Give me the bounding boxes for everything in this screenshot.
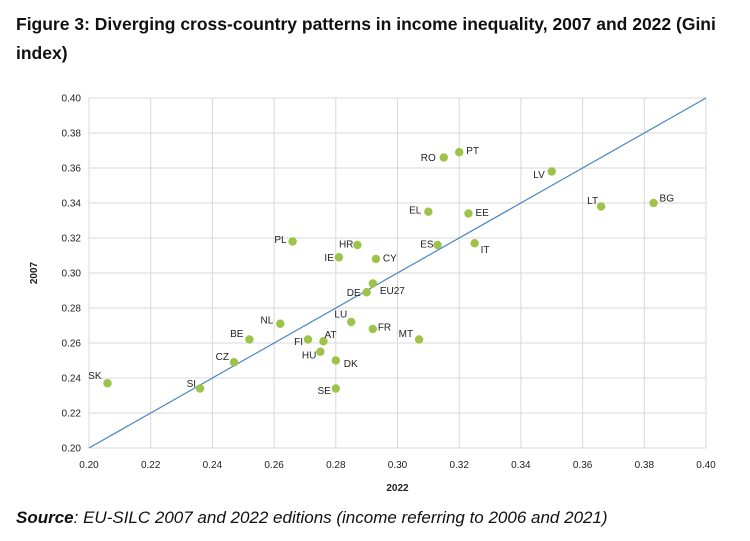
x-tick-label: 0.28 xyxy=(326,460,346,471)
data-point-nl xyxy=(276,319,285,328)
point-label-dk: DK xyxy=(344,359,358,370)
x-tick-label: 0.36 xyxy=(573,460,593,471)
point-label-be: BE xyxy=(230,329,244,340)
point-label-lu: LU xyxy=(334,310,347,321)
point-label-de: DE xyxy=(347,288,361,299)
x-tick-label: 0.38 xyxy=(635,460,655,471)
data-point-it xyxy=(470,239,479,248)
y-tick-label: 0.20 xyxy=(62,444,82,455)
y-tick-label: 0.38 xyxy=(62,129,82,140)
data-point-el xyxy=(424,207,433,216)
y-tick-label: 0.30 xyxy=(62,269,82,280)
x-axis-label: 2022 xyxy=(386,483,409,494)
data-point-dk xyxy=(331,356,340,365)
x-tick-label: 0.22 xyxy=(141,460,161,471)
point-label-bg: BG xyxy=(660,194,675,205)
reference-line-group xyxy=(88,97,707,449)
point-label-se: SE xyxy=(317,386,331,397)
point-label-hu: HU xyxy=(302,350,316,361)
data-point-de xyxy=(362,288,371,297)
x-tick-label: 0.30 xyxy=(388,460,408,471)
grid-lines xyxy=(88,97,707,449)
point-label-ee: EE xyxy=(475,208,489,219)
point-label-nl: NL xyxy=(260,315,273,326)
point-label-lt: LT xyxy=(587,196,598,207)
point-label-at: AT xyxy=(324,330,336,341)
point-label-lv: LV xyxy=(533,170,545,181)
data-point-ro xyxy=(439,153,448,162)
data-point-ee xyxy=(464,209,473,218)
y-tick-label: 0.22 xyxy=(62,409,82,420)
point-label-eu27: EU27 xyxy=(380,286,405,297)
point-label-cz: CZ xyxy=(216,352,229,363)
point-label-ie: IE xyxy=(324,253,334,264)
point-label-el: EL xyxy=(409,205,422,216)
point-label-fi: FI xyxy=(294,337,303,348)
data-point-eu27 xyxy=(368,279,378,288)
x-tick-label: 0.24 xyxy=(203,460,223,471)
point-label-sk: SK xyxy=(88,371,102,382)
data-point-cz xyxy=(229,358,239,367)
point-label-pl: PL xyxy=(274,235,287,246)
chart-title: Figure 3: Diverging cross-country patter… xyxy=(16,14,716,63)
point-label-ro: RO xyxy=(421,153,436,164)
data-point-hr xyxy=(353,240,362,250)
data-point-bg xyxy=(649,198,658,208)
data-point-lv xyxy=(547,167,556,176)
data-point-be xyxy=(245,335,254,344)
data-point-sk xyxy=(103,379,112,388)
y-tick-label: 0.40 xyxy=(62,94,82,105)
point-labels: SK SI CZ BE NL PL FI HU AT SE DK IE LU HR DE FR EU27 CY MT… xyxy=(88,146,674,397)
data-point-cy xyxy=(371,254,381,264)
reference-line xyxy=(88,97,707,449)
point-label-hr: HR xyxy=(339,240,353,251)
point-label-si: SI xyxy=(187,379,196,390)
y-tick-labels: 0.20 0.22 0.24 0.26 0.28 0.30 0.32 0.34 0.36 0.38… xyxy=(62,94,82,455)
data-point-fr xyxy=(368,324,378,334)
data-points xyxy=(103,148,658,393)
y-tick-label: 0.36 xyxy=(62,164,82,175)
point-label-mt: MT xyxy=(399,329,413,340)
y-tick-label: 0.26 xyxy=(62,339,82,350)
data-point-se xyxy=(331,384,340,393)
point-label-it: IT xyxy=(481,245,490,256)
source-text: : EU-SILC 2007 and 2022 editions (income… xyxy=(73,508,608,527)
data-point-at xyxy=(319,337,328,346)
point-label-cy: CY xyxy=(383,254,397,265)
y-tick-label: 0.34 xyxy=(62,199,82,210)
x-tick-label: 0.26 xyxy=(264,460,284,471)
data-point-lu xyxy=(347,317,356,327)
data-point-ie xyxy=(334,253,344,262)
data-point-pl xyxy=(288,237,297,246)
x-tick-label: 0.20 xyxy=(79,460,99,471)
y-tick-label: 0.24 xyxy=(62,374,82,385)
point-label-es: ES xyxy=(420,240,434,251)
x-tick-labels: 0.20 0.22 0.24 0.26 0.28 0.30 0.32 0.34 0.36 0.38… xyxy=(79,460,716,471)
data-point-hu xyxy=(316,347,325,356)
y-tick-label: 0.28 xyxy=(62,304,82,315)
x-tick-label: 0.40 xyxy=(696,460,716,471)
data-point-es xyxy=(433,240,442,250)
data-point-mt xyxy=(414,335,424,344)
x-tick-label: 0.32 xyxy=(449,460,469,471)
data-point-lt xyxy=(596,202,606,211)
data-point-si xyxy=(195,384,205,393)
source-note: Source: EU-SILC 2007 and 2022 editions (… xyxy=(16,508,608,528)
source-label: Source xyxy=(16,508,74,527)
data-point-fi xyxy=(303,335,313,344)
x-tick-label: 0.34 xyxy=(511,460,531,471)
y-axis-label: 2007 xyxy=(29,261,40,284)
point-label-pt: PT xyxy=(466,146,479,157)
y-tick-label: 0.32 xyxy=(62,234,82,245)
point-label-fr: FR xyxy=(378,323,391,334)
data-point-pt xyxy=(455,148,464,157)
